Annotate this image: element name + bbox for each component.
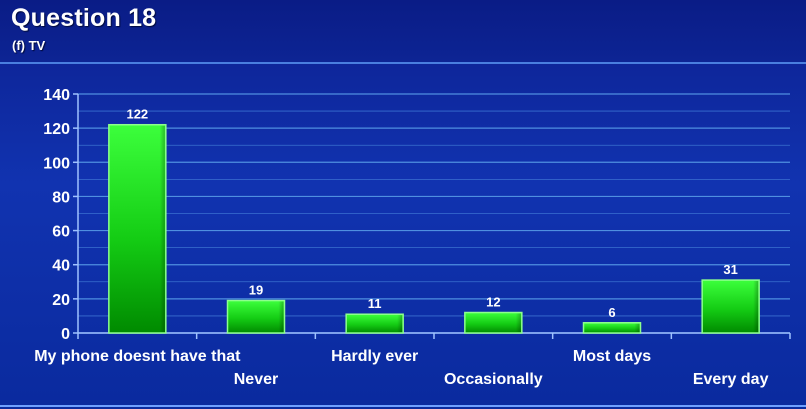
data-label: 122 — [126, 107, 148, 122]
data-label: 12 — [486, 295, 500, 310]
x-category-label: Never — [234, 371, 278, 388]
axes — [73, 94, 790, 339]
gridlines — [78, 94, 790, 333]
bar-shade — [753, 281, 758, 332]
y-tick-label: 120 — [43, 121, 70, 138]
bar-shade — [516, 314, 521, 332]
data-label: 19 — [249, 283, 263, 298]
bar-shade — [279, 302, 284, 332]
bar — [584, 323, 641, 333]
bar — [702, 280, 759, 333]
bar — [109, 125, 166, 333]
bar-shade — [635, 324, 640, 332]
bar — [346, 314, 403, 333]
x-category-label: Every day — [693, 371, 769, 388]
y-tick-label: 20 — [52, 292, 70, 309]
bar-shade — [160, 126, 165, 332]
bars — [109, 125, 759, 333]
data-label: 31 — [723, 262, 737, 277]
bar — [465, 313, 522, 333]
data-label: 6 — [608, 305, 615, 320]
x-category-label: Most days — [573, 348, 651, 365]
y-tick-label: 40 — [52, 258, 70, 275]
bar — [228, 301, 285, 333]
y-tick-label: 60 — [52, 224, 70, 241]
y-tick-label: 0 — [61, 326, 70, 343]
bar-shade — [397, 315, 402, 332]
data-label: 11 — [368, 296, 382, 311]
x-category-label: My phone doesnt have that — [34, 348, 241, 365]
y-tick-label: 100 — [43, 155, 70, 172]
y-tick-label: 140 — [43, 87, 70, 104]
footer-divider — [0, 405, 806, 407]
y-tick-label: 80 — [52, 189, 70, 206]
x-category-label: Occasionally — [444, 371, 543, 388]
x-category-label: Hardly ever — [331, 348, 418, 365]
